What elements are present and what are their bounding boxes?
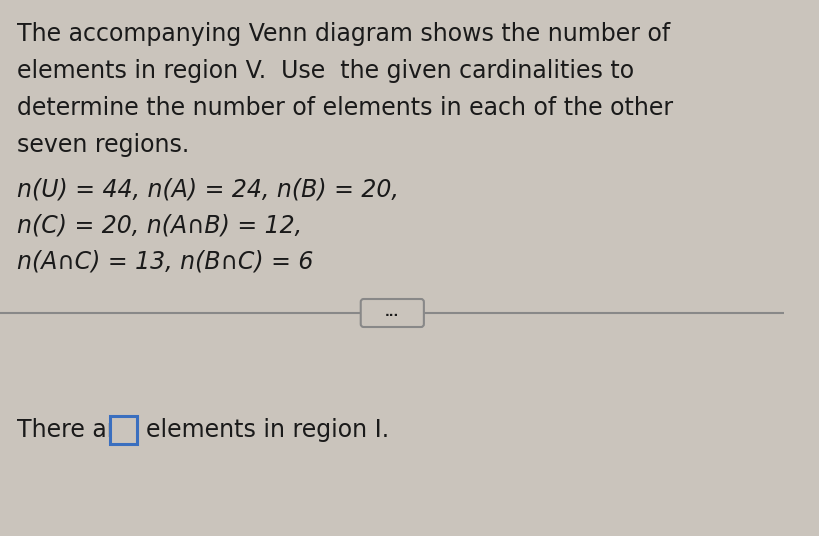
- Text: The accompanying Venn diagram shows the number of: The accompanying Venn diagram shows the …: [17, 22, 671, 46]
- FancyBboxPatch shape: [360, 299, 424, 327]
- Text: There are: There are: [17, 418, 131, 442]
- Text: n(C) = 20, n(A∩B) = 12,: n(C) = 20, n(A∩B) = 12,: [17, 214, 302, 238]
- Text: n(U) = 44, n(A) = 24, n(B) = 20,: n(U) = 44, n(A) = 24, n(B) = 20,: [17, 178, 399, 202]
- Text: elements in region V.  Use  the given cardinalities to: elements in region V. Use the given card…: [17, 59, 635, 83]
- Text: ...: ...: [385, 307, 400, 319]
- FancyBboxPatch shape: [110, 416, 137, 444]
- Text: elements in region I.: elements in region I.: [147, 418, 390, 442]
- Text: seven regions.: seven regions.: [17, 133, 189, 157]
- Text: n(A∩C) = 13, n(B∩C) = 6: n(A∩C) = 13, n(B∩C) = 6: [17, 250, 314, 274]
- Text: determine the number of elements in each of the other: determine the number of elements in each…: [17, 96, 673, 120]
